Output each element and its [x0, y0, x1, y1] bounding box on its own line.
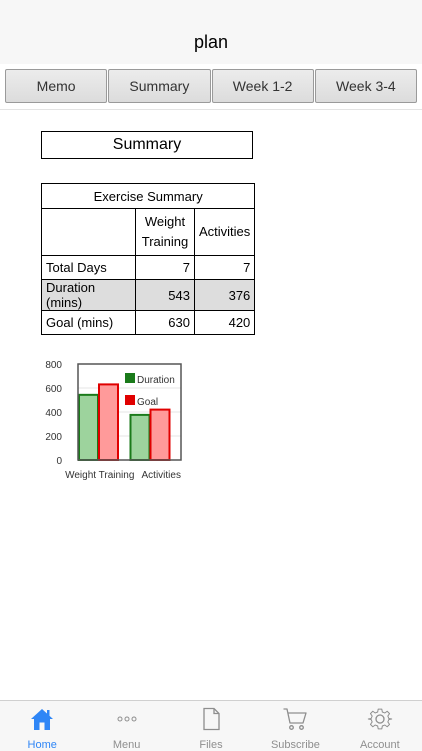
home-icon — [31, 709, 54, 730]
cell-value: 376 — [193, 279, 256, 311]
segment-week-1-2[interactable]: Week 1-2 — [211, 69, 314, 103]
tab-label: Home — [27, 739, 57, 751]
chart-svg: 0 200 400 600 800 Weight Training Activities Du… — [45, 360, 182, 481]
navigation-bar: plan — [0, 0, 422, 64]
y-tick-label: 400 — [45, 408, 62, 419]
segment-summary[interactable]: Summary — [108, 69, 211, 103]
section-title: Summary — [41, 131, 253, 159]
bar-goal-0 — [98, 383, 119, 461]
x-tick-label: Activities — [142, 470, 181, 481]
tab-subscribe[interactable]: Subscribe — [253, 701, 337, 751]
page-title: plan — [193, 32, 229, 52]
file-icon — [203, 707, 220, 731]
legend-label: Duration — [137, 375, 175, 386]
table-header-activities: Activities — [193, 208, 256, 256]
tab-label: Subscribe — [270, 739, 320, 751]
bar-duration-0 — [78, 393, 99, 462]
tab-home[interactable]: Home — [0, 701, 84, 751]
legend-swatch — [125, 373, 135, 383]
plot-frame — [77, 363, 182, 461]
legend-swatch — [125, 395, 135, 405]
tab-bar: Home Menu Files Subscribe Account — [0, 700, 422, 751]
row-label: Total Days — [41, 255, 136, 280]
table-row: Total Days 7 7 — [41, 255, 256, 280]
row-label: Duration (mins) — [41, 279, 136, 311]
cell-value: 630 — [135, 310, 195, 335]
bar-duration-1 — [129, 413, 151, 461]
exercise-summary-table: Exercise Summary Weight Training Activit… — [40, 183, 256, 335]
bar-goal-1 — [149, 408, 171, 461]
table-row: Duration (mins) 543 376 — [41, 279, 256, 311]
y-tick-label: 0 — [56, 456, 62, 467]
tab-label: Account — [359, 739, 400, 751]
tab-label: Menu — [112, 739, 141, 751]
table-row: Goal (mins) 630 420 — [41, 310, 256, 335]
table-caption: Exercise Summary — [40, 183, 256, 209]
x-tick-label: Weight Training — [65, 470, 134, 481]
gear-icon — [367, 708, 393, 730]
tab-files[interactable]: Files — [169, 701, 253, 751]
divider — [0, 109, 422, 110]
segment-memo[interactable]: Memo — [5, 69, 108, 103]
cell-value: 7 — [135, 255, 195, 280]
row-label: Goal (mins) — [41, 310, 136, 335]
cell-value: 7 — [193, 255, 256, 280]
y-tick-label: 800 — [45, 360, 62, 371]
tab-menu[interactable]: Menu — [84, 701, 168, 751]
more-dots-icon — [117, 716, 137, 722]
table-header-empty — [41, 208, 136, 256]
table-header-weight-training: Weight Training — [135, 208, 195, 256]
tab-account[interactable]: Account — [338, 701, 422, 751]
y-tick-label: 600 — [45, 384, 62, 395]
segment-control: Memo Summary Week 1-2 Week 3-4 — [5, 69, 417, 103]
y-tick-label: 200 — [45, 432, 62, 443]
tab-label: Files — [199, 739, 223, 751]
cart-icon — [283, 708, 308, 730]
cell-value: 543 — [135, 279, 195, 311]
legend-label: Goal — [137, 397, 158, 408]
segment-week-3-4[interactable]: Week 3-4 — [314, 69, 417, 103]
cell-value: 420 — [193, 310, 256, 335]
exercise-bar-chart: 0 200 400 600 800 Weight Training Activities Du… — [40, 355, 200, 490]
